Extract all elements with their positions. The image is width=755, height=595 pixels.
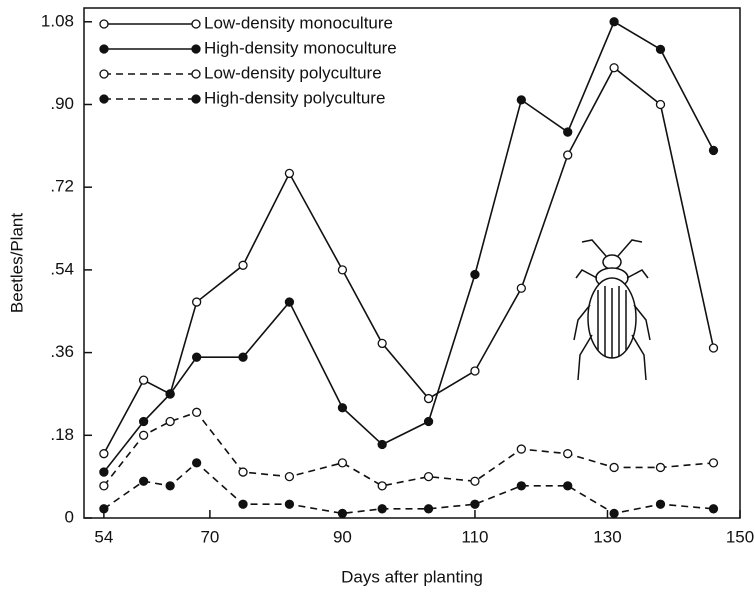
y-tick-label: 0	[65, 507, 74, 526]
point	[337, 458, 348, 468]
y-axis-label: Beetles/Plant	[7, 213, 26, 313]
point	[563, 481, 573, 491]
point	[708, 145, 719, 156]
series-line	[103, 66, 715, 455]
point	[191, 297, 202, 307]
legend-marker	[99, 69, 109, 79]
point	[99, 504, 109, 514]
beetle-icon	[573, 239, 651, 381]
point	[377, 481, 387, 491]
point	[655, 462, 666, 473]
point	[238, 499, 248, 509]
point	[563, 127, 573, 137]
point	[423, 504, 434, 514]
legend-marker	[99, 44, 109, 54]
point	[377, 504, 387, 514]
point	[563, 150, 573, 160]
point	[470, 499, 480, 509]
point	[516, 283, 526, 293]
point	[99, 449, 109, 459]
series-line	[103, 411, 714, 487]
y-tick-label: .18	[50, 425, 74, 444]
point	[238, 260, 248, 270]
point	[609, 63, 619, 73]
x-tick-label: 70	[200, 527, 219, 546]
legend-marker	[99, 94, 109, 104]
point	[516, 481, 526, 491]
point	[191, 352, 202, 362]
point	[377, 439, 387, 450]
plot-frame	[83, 7, 741, 519]
point	[99, 467, 109, 477]
point	[99, 481, 109, 491]
point	[470, 366, 480, 376]
point	[138, 430, 149, 440]
point	[377, 338, 387, 349]
legend-label: High-density polyculture	[204, 88, 385, 107]
point	[238, 352, 248, 362]
point	[165, 481, 175, 491]
x-tick-label: 110	[461, 527, 488, 546]
legend-marker	[191, 19, 201, 29]
point	[609, 508, 619, 519]
point	[238, 467, 248, 477]
legend-label: Low-density polyculture	[204, 63, 382, 82]
point	[655, 44, 666, 55]
point	[337, 265, 348, 275]
point	[165, 389, 175, 399]
point	[191, 407, 202, 417]
point	[609, 462, 619, 473]
point	[191, 458, 202, 468]
point	[138, 375, 149, 385]
y-tick-label: .36	[50, 342, 74, 361]
point	[284, 499, 295, 509]
point	[337, 403, 348, 413]
point	[284, 297, 295, 307]
point	[423, 416, 434, 427]
series-line	[103, 461, 714, 515]
point	[516, 95, 526, 105]
legend-marker	[191, 69, 201, 79]
legend-marker	[191, 94, 201, 104]
point	[138, 476, 149, 486]
point	[655, 499, 666, 509]
point	[708, 458, 719, 468]
legend-label: Low-density monoculture	[204, 13, 393, 32]
series-line	[103, 20, 715, 473]
point	[563, 449, 573, 459]
legend-marker	[99, 19, 109, 29]
x-axis-label: Days after planting	[341, 567, 483, 586]
point	[284, 168, 295, 179]
y-tick-label: .72	[50, 177, 74, 196]
point	[708, 343, 719, 353]
point	[609, 17, 619, 27]
y-tick-label: .54	[50, 259, 74, 278]
point	[423, 471, 434, 482]
legend-marker	[191, 44, 201, 54]
x-tick-label: 150	[726, 527, 754, 546]
legend-label: High-density monoculture	[204, 38, 397, 57]
point	[138, 416, 149, 427]
point	[284, 471, 295, 482]
y-tick-label: .90	[50, 94, 74, 113]
point	[337, 508, 348, 519]
point	[470, 476, 480, 486]
y-tick-label: 1.08	[41, 11, 74, 30]
point	[470, 269, 480, 280]
x-tick-label: 54	[94, 527, 113, 546]
point	[165, 416, 175, 427]
x-tick-label: 90	[333, 527, 352, 546]
point	[423, 393, 434, 404]
point	[516, 444, 526, 454]
x-tick-label: 130	[593, 527, 621, 546]
point	[708, 504, 719, 514]
point	[655, 99, 666, 110]
